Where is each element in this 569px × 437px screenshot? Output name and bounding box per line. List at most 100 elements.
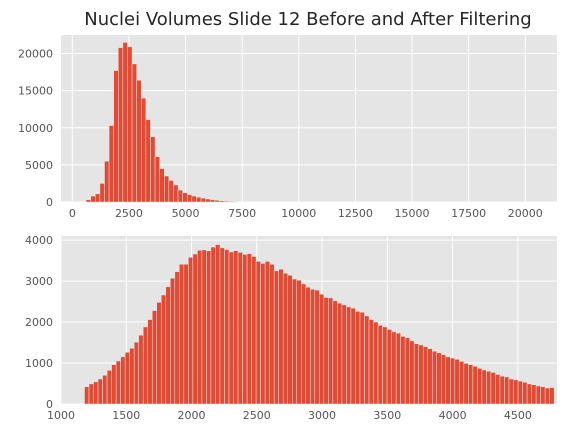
bottom-bar	[364, 315, 370, 405]
top-bar	[127, 46, 133, 203]
bottom-bar	[373, 321, 379, 405]
bottom-bar	[359, 311, 365, 405]
bottom-bar	[337, 302, 343, 405]
top-bar	[168, 180, 174, 203]
bottom-bar	[224, 249, 230, 405]
top-y-tick-label: 15000	[18, 85, 53, 98]
bottom-bar	[251, 256, 257, 405]
bottom-bar	[450, 357, 456, 405]
top-bar	[154, 156, 160, 203]
bottom-bar	[242, 254, 248, 405]
bottom-bar	[93, 381, 99, 405]
top-bar	[136, 80, 142, 203]
bottom-bar	[441, 354, 447, 405]
bottom-bar	[368, 319, 374, 405]
bottom-bar	[540, 386, 546, 405]
bottom-bar	[477, 368, 483, 405]
top-x-tick-label: 17500	[451, 207, 486, 220]
bottom-bar	[156, 302, 162, 405]
top-bar	[113, 70, 119, 203]
top-bar	[95, 193, 101, 203]
bottom-y-tick-label: 1000	[25, 357, 53, 370]
top-bar	[209, 199, 216, 203]
bottom-x-tick-label: 2500	[243, 409, 271, 422]
bottom-bar	[197, 250, 203, 405]
top-bars	[85, 42, 239, 203]
bottom-x-tick-label: 4500	[504, 409, 532, 422]
bottom-bar	[291, 278, 298, 405]
top-x-tick-label: 5000	[172, 207, 200, 220]
bottom-bar	[400, 336, 406, 405]
bottom-bar	[404, 337, 410, 405]
bottom-bar	[472, 366, 478, 405]
top-y-tick-label: 5000	[25, 159, 53, 172]
bottom-bar	[328, 297, 334, 405]
bottom-bar	[499, 375, 505, 405]
bottom-bar	[129, 348, 135, 405]
top-x-tick-label: 7500	[228, 207, 256, 220]
top-bar	[104, 160, 110, 203]
bottom-y-tick-labels: 0 1000 2000 3000 4000	[25, 234, 53, 411]
top-bar	[186, 194, 193, 203]
bottom-bar	[201, 249, 207, 405]
bottom-bar	[418, 344, 424, 405]
top-bar	[223, 200, 229, 203]
top-y-tick-labels: 0 5000 10000 15000 20000	[18, 48, 53, 209]
bottom-bar	[183, 264, 189, 405]
bottom-bar	[115, 360, 121, 405]
bottom-bar	[264, 261, 270, 405]
bottom-bar	[260, 263, 266, 405]
top-bar	[150, 136, 156, 203]
bottom-bar	[409, 340, 415, 405]
top-x-tick-label: 10000	[281, 207, 316, 220]
bottom-bar	[237, 252, 243, 405]
bottom-bar	[486, 370, 492, 405]
bottom-bar	[332, 300, 338, 405]
bottom-bar	[386, 329, 392, 405]
bottom-bar	[188, 257, 194, 405]
bottom-bar	[468, 364, 474, 405]
bottom-bar	[522, 382, 528, 405]
bottom-bar	[84, 386, 90, 405]
bottom-bar	[133, 341, 139, 405]
bottom-bar	[305, 286, 311, 405]
bottom-bar	[124, 352, 130, 405]
bottom-bar	[544, 387, 550, 405]
bottom-x-tick-labels: 1000 1500 2000 2500 3000 3500 4000 4500	[47, 409, 532, 422]
bottom-bar	[422, 346, 428, 405]
bottom-bar	[350, 307, 356, 405]
bottom-bar	[504, 376, 510, 405]
bottom-bar	[535, 385, 541, 405]
top-bar	[164, 175, 170, 203]
bottom-bar	[346, 306, 352, 405]
bottom-bar	[151, 310, 158, 405]
bottom-bar	[273, 270, 279, 405]
bottom-x-tick-label: 1000	[47, 409, 75, 422]
top-bar	[108, 125, 114, 203]
chart-title: Nuclei Volumes Slide 12 Before and After…	[84, 9, 531, 30]
bottom-bar	[395, 332, 401, 405]
bottom-bar	[391, 331, 397, 405]
bottom-bar	[310, 289, 316, 405]
bottom-bar	[206, 250, 212, 405]
top-bar	[219, 200, 225, 203]
bottom-bar	[215, 244, 221, 405]
bottom-bar	[138, 334, 144, 405]
bottom-bar	[120, 356, 126, 405]
bottom-bar	[508, 378, 514, 405]
bottom-bar	[377, 325, 383, 405]
bottom-bar	[445, 356, 451, 405]
bottom-y-tick-label: 0	[46, 398, 53, 411]
bottom-bar	[179, 264, 185, 405]
bottom-histogram: 1000 1500 2000 2500 3000 3500 4000 4500 0100020…	[25, 234, 557, 422]
bottom-bar	[549, 387, 555, 405]
bottom-bar	[296, 280, 302, 405]
bottom-bar	[319, 293, 325, 405]
bottom-bar	[431, 350, 438, 405]
bottom-bar	[97, 378, 103, 405]
bottom-bar	[192, 253, 198, 405]
bottom-bar	[517, 380, 523, 405]
top-bar	[196, 196, 202, 203]
bottom-bar	[282, 273, 288, 405]
